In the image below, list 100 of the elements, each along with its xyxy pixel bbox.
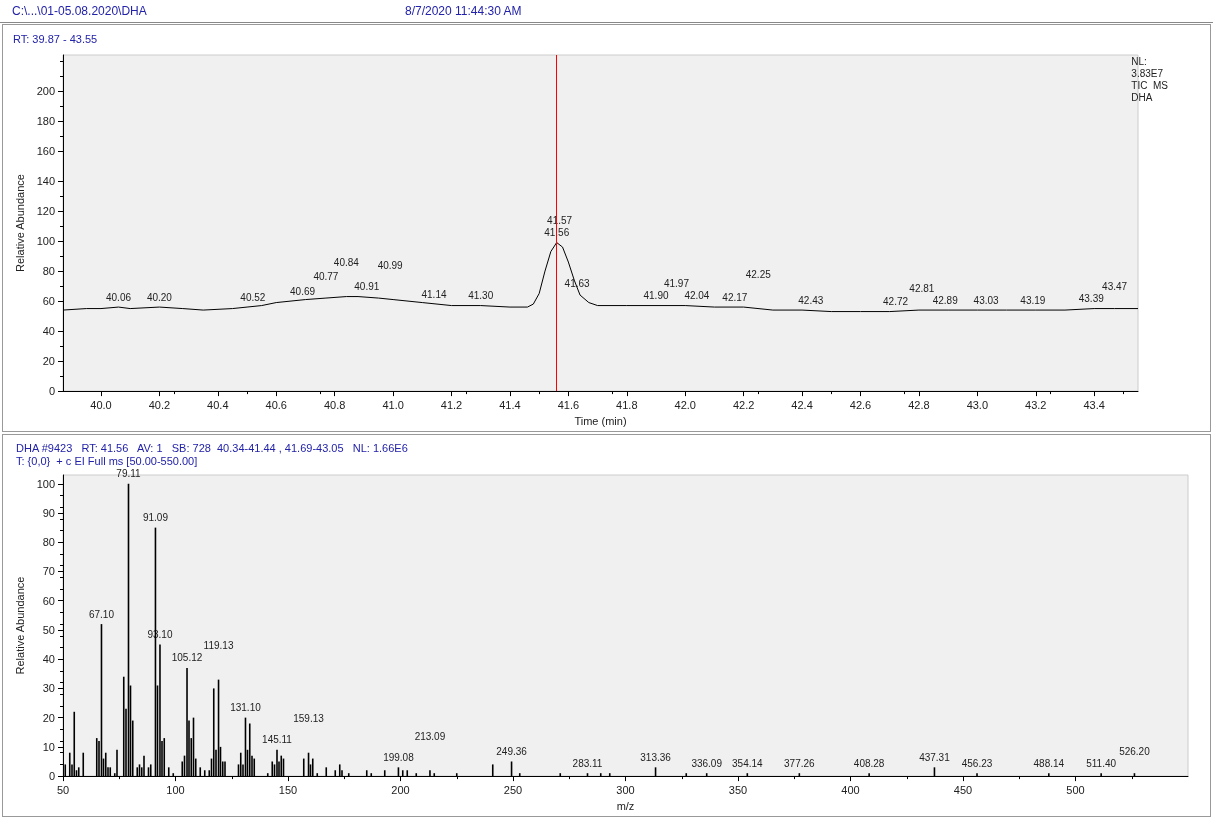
x-tick-label: 500 [1066, 783, 1085, 796]
annotation: 199.08 [383, 751, 415, 763]
annotation: 313.36 [640, 751, 672, 763]
x-tick-label: 43.4 [1083, 398, 1105, 411]
x-tick-label: 40.8 [323, 398, 346, 411]
annotation: 354.14 [732, 757, 764, 769]
chart-subtitle: T: {0,0} + c EI Full ms [50.00-550.00] [16, 454, 198, 467]
annotation: 42.89 [932, 294, 959, 306]
y-tick-label: 20 [42, 355, 55, 368]
annotation: 213.09 [414, 730, 446, 742]
chart-title: C:\...\01-05.08.2020\DHA [12, 4, 147, 18]
x-tick-label: 40.6 [265, 398, 287, 411]
x-tick-label: 400 [841, 783, 860, 796]
annotation: 43.03 [973, 294, 1000, 306]
annotation: 42.81 [909, 282, 935, 294]
x-tick-label: 40.0 [90, 398, 112, 411]
y-tick-label: 0 [48, 385, 55, 398]
annotation: 42.25 [745, 269, 772, 281]
x-tick-label: 450 [953, 783, 973, 796]
x-tick-label: 300 [616, 783, 635, 796]
y-tick-label: 100 [36, 235, 55, 248]
annotation: 40.06 [105, 291, 132, 303]
annotation: 377.26 [784, 757, 816, 769]
annotation: 283.11 [572, 757, 603, 769]
annotation: 145.11 [262, 734, 293, 746]
annotation: 41.97 [663, 278, 690, 290]
annotation: 336.09 [691, 757, 723, 769]
annotation: 40.77 [313, 270, 339, 282]
annotation: 249.36 [496, 745, 528, 757]
chart-subtitle: 8/7/2020 11:44:30 AM [405, 4, 522, 18]
x-tick-label: 41.2 [440, 398, 463, 411]
x-tick-label: 41.6 [557, 398, 580, 411]
annotation: 43.19 [1020, 294, 1046, 306]
y-tick-label: 90 [42, 507, 55, 519]
annotation: 131.10 [230, 702, 262, 714]
y-axis-title: Relative Abundance [13, 576, 26, 675]
y-tick-label: 40 [42, 325, 55, 338]
x-tick-label: 42.2 [732, 398, 755, 411]
y-tick-label: 140 [36, 175, 55, 188]
annotation: 511.40 [1086, 757, 1117, 769]
x-tick-label: 42.4 [791, 398, 813, 411]
annotation: 42.17 [722, 291, 748, 303]
x-tick-label: 43.2 [1025, 398, 1047, 411]
y-axis-title: Relative Abundance [13, 174, 26, 272]
x-tick-label: 41.0 [382, 398, 404, 411]
y-tick-label: 180 [36, 115, 55, 128]
y-tick-label: 120 [36, 205, 55, 218]
annotation: 91.09 [142, 512, 169, 524]
annotation: 408.28 [853, 757, 885, 769]
y-tick-label: 20 [42, 711, 55, 724]
annotation: 40.91 [354, 281, 380, 293]
annotation: 119.13 [203, 640, 234, 652]
annotation: NL: 3.83E7 TIC MS DHA [1131, 55, 1169, 103]
x-tick-label: 40.2 [148, 398, 171, 411]
annotation: 42.43 [798, 294, 824, 306]
x-tick-label: 42.6 [849, 398, 872, 411]
annotation: 41.30 [468, 290, 494, 302]
x-tick-label: 100 [166, 783, 185, 796]
annotation: 456.23 [961, 757, 993, 769]
x-tick-label: 150 [278, 783, 298, 796]
text: RT: 39.87 - 43.55 [13, 32, 98, 45]
annotation: 67.10 [88, 608, 115, 620]
y-tick-label: 50 [42, 623, 55, 636]
annotation: 41.90 [643, 290, 669, 302]
annotation: 79.11 [116, 468, 142, 480]
annotation: 488.14 [1033, 757, 1065, 769]
annotation: 437.31 [919, 751, 951, 763]
annotation: 43.47 [1102, 281, 1128, 293]
annotation: 41.14 [421, 288, 447, 300]
y-tick-label: 70 [42, 565, 55, 578]
y-tick-label: 30 [42, 682, 55, 695]
y-tick-label: 80 [42, 265, 55, 278]
x-axis-title: Time (min) [574, 414, 627, 427]
y-tick-label: 40 [42, 653, 55, 666]
annotation: 40.69 [290, 285, 316, 297]
x-tick-label: 200 [391, 783, 410, 796]
annotation: 105.12 [171, 652, 203, 664]
x-tick-label: 350 [728, 783, 748, 796]
x-axis-title: m/z [616, 799, 635, 812]
annotation: 42.04 [684, 290, 710, 302]
x-tick-label: 250 [503, 783, 523, 796]
y-tick-label: 0 [48, 770, 55, 783]
annotation: 40.20 [146, 291, 173, 303]
y-tick-label: 80 [42, 536, 55, 549]
chart-title: DHA #9423 RT: 41.56 AV: 1 SB: 728 40.34-41.44 , 41.69-43.05 NL: 1.66E6 [16, 441, 408, 454]
y-tick-label: 60 [42, 295, 55, 308]
y-tick-label: 200 [36, 85, 55, 98]
x-tick-label: 41.8 [616, 398, 638, 411]
annotation: 40.52 [240, 291, 266, 303]
annotation: 40.84 [333, 257, 360, 269]
y-tick-label: 10 [42, 740, 55, 753]
annotation: 40.99 [377, 260, 404, 272]
x-tick-label: 42.8 [908, 398, 930, 411]
x-tick-label: 40.4 [207, 398, 229, 411]
annotation: 159.13 [293, 713, 325, 725]
y-tick-label: 160 [36, 145, 55, 158]
y-tick-label: 60 [42, 594, 55, 607]
annotation: 526.20 [1119, 745, 1151, 757]
y-tick-label: 100 [36, 477, 55, 490]
x-tick-label: 41.4 [499, 398, 521, 411]
